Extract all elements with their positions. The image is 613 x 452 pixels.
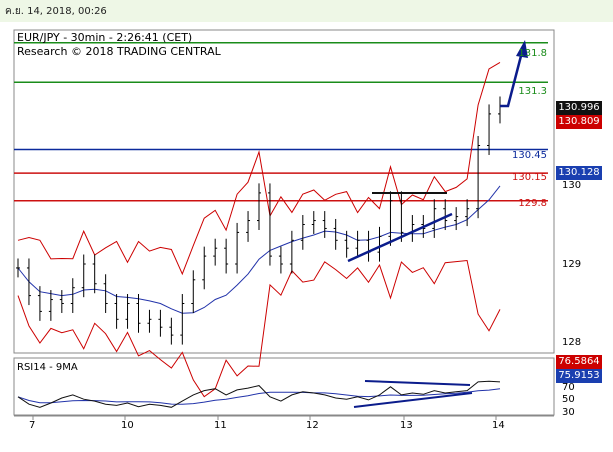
target-arrow-head — [516, 40, 528, 58]
moving-average-line — [17, 185, 501, 314]
rsi-line — [17, 380, 501, 408]
rsi-ma-tag: 75.9153 — [556, 369, 602, 383]
x-tick-11: 11 — [214, 420, 227, 431]
price-tag-ma: 130.128 — [556, 166, 602, 180]
price-panel-frame — [13, 29, 555, 354]
target-arrow-line — [500, 51, 524, 108]
x-tick-13: 13 — [400, 420, 413, 431]
rsi-tick-70: 70 — [562, 382, 575, 393]
y-tick-130: 130 — [562, 180, 582, 191]
x-tick-12: 12 — [306, 420, 319, 431]
level-label-130-45: 130.45 — [512, 150, 547, 161]
x-tick-7: 7 — [29, 420, 36, 431]
rsi-support-line — [353, 392, 473, 408]
lower-band-line — [17, 259, 501, 398]
level-label-131-8: 131.8 — [518, 48, 547, 59]
top-status-bar: ค.ย. 14, 2018, 00:26 — [0, 0, 613, 22]
x-tick-10: 10 — [121, 420, 134, 431]
chart-title: EUR/JPY - 30min - 2:26:41 (CET) — [17, 31, 193, 44]
rsi-tag: 76.5864 — [556, 355, 602, 369]
price-tag-upper-band: 130.809 — [556, 115, 602, 129]
level-label-131-3: 131.3 — [518, 86, 547, 97]
support-trendline — [347, 212, 453, 263]
x-tick-14: 14 — [492, 420, 505, 431]
rsi-tick-50: 50 — [562, 394, 575, 405]
y-tick-129: 129 — [562, 259, 582, 270]
rsi-ma-line — [17, 388, 501, 405]
rsi-resistance-line — [364, 380, 471, 386]
y-tick-128: 128 — [562, 337, 582, 348]
rsi-title: RSI14 - 9MA — [17, 362, 78, 373]
level-label-130-15: 130.15 — [512, 172, 547, 183]
level-label-129-8: 129.8 — [518, 198, 547, 209]
rsi-tick-30: 30 — [562, 407, 575, 418]
rsi-panel-frame — [13, 357, 555, 416]
chart-timestamp: ค.ย. 14, 2018, 00:26 — [5, 6, 107, 17]
upper-band-line — [17, 61, 501, 276]
price-tag-last: 130.996 — [556, 101, 602, 115]
research-credit: Research © 2018 TRADING CENTRAL — [17, 45, 221, 58]
